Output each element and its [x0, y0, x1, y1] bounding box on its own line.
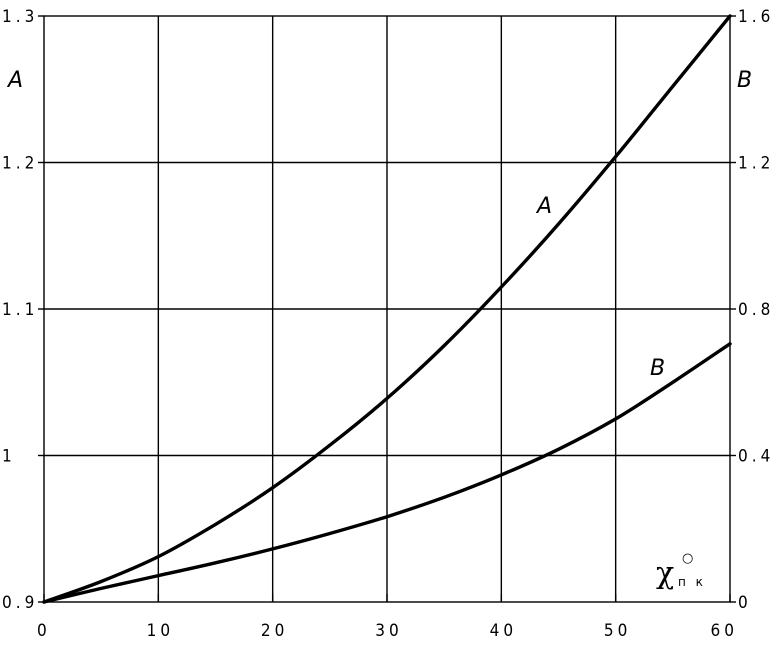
right-axis-label: B	[737, 68, 752, 93]
right-tick-label: 0.4	[738, 447, 774, 467]
left-tick-label: 1	[2, 447, 16, 467]
x-tick-labels: 0 10 20 30 40 50 60	[37, 621, 738, 641]
right-tick-label: 1.2	[738, 154, 774, 174]
x-tick-label: 30	[375, 621, 402, 641]
left-tick-label: 1.1	[2, 300, 38, 320]
plot-frame	[43, 15, 731, 603]
right-tick-label: 1.6	[738, 7, 774, 27]
grid	[38, 15, 736, 603]
right-tick-labels: 0 0.4 0.8 1.2 1.6	[738, 7, 774, 613]
x-tick-label: 50	[604, 621, 631, 641]
left-tick-label: 0.9	[2, 593, 38, 613]
x-axis-subscript: п к	[678, 575, 706, 589]
left-tick-labels: 0.9 1 1.1 1.2 1.3	[2, 7, 38, 613]
series-line-b	[42, 342, 732, 604]
x-tick-label: 0	[37, 621, 51, 641]
curve-label-a: A	[535, 194, 552, 219]
x-tick-label: 40	[490, 621, 517, 641]
right-tick-label: 0	[738, 593, 752, 613]
x-tick-label: 60	[711, 621, 738, 641]
x-tick-label: 20	[261, 621, 288, 641]
x-tick-label: 10	[147, 621, 174, 641]
x-axis-superscript: ○	[682, 551, 693, 566]
curves	[42, 14, 732, 604]
x-axis-symbol: χ	[656, 556, 674, 591]
right-tick-label: 0.8	[738, 300, 774, 320]
left-tick-label: 1.3	[2, 7, 38, 27]
curve-label-b: B	[650, 356, 665, 381]
left-axis-label: A	[6, 68, 23, 93]
left-tick-label: 1.2	[2, 154, 38, 174]
series-line-a	[42, 14, 732, 604]
